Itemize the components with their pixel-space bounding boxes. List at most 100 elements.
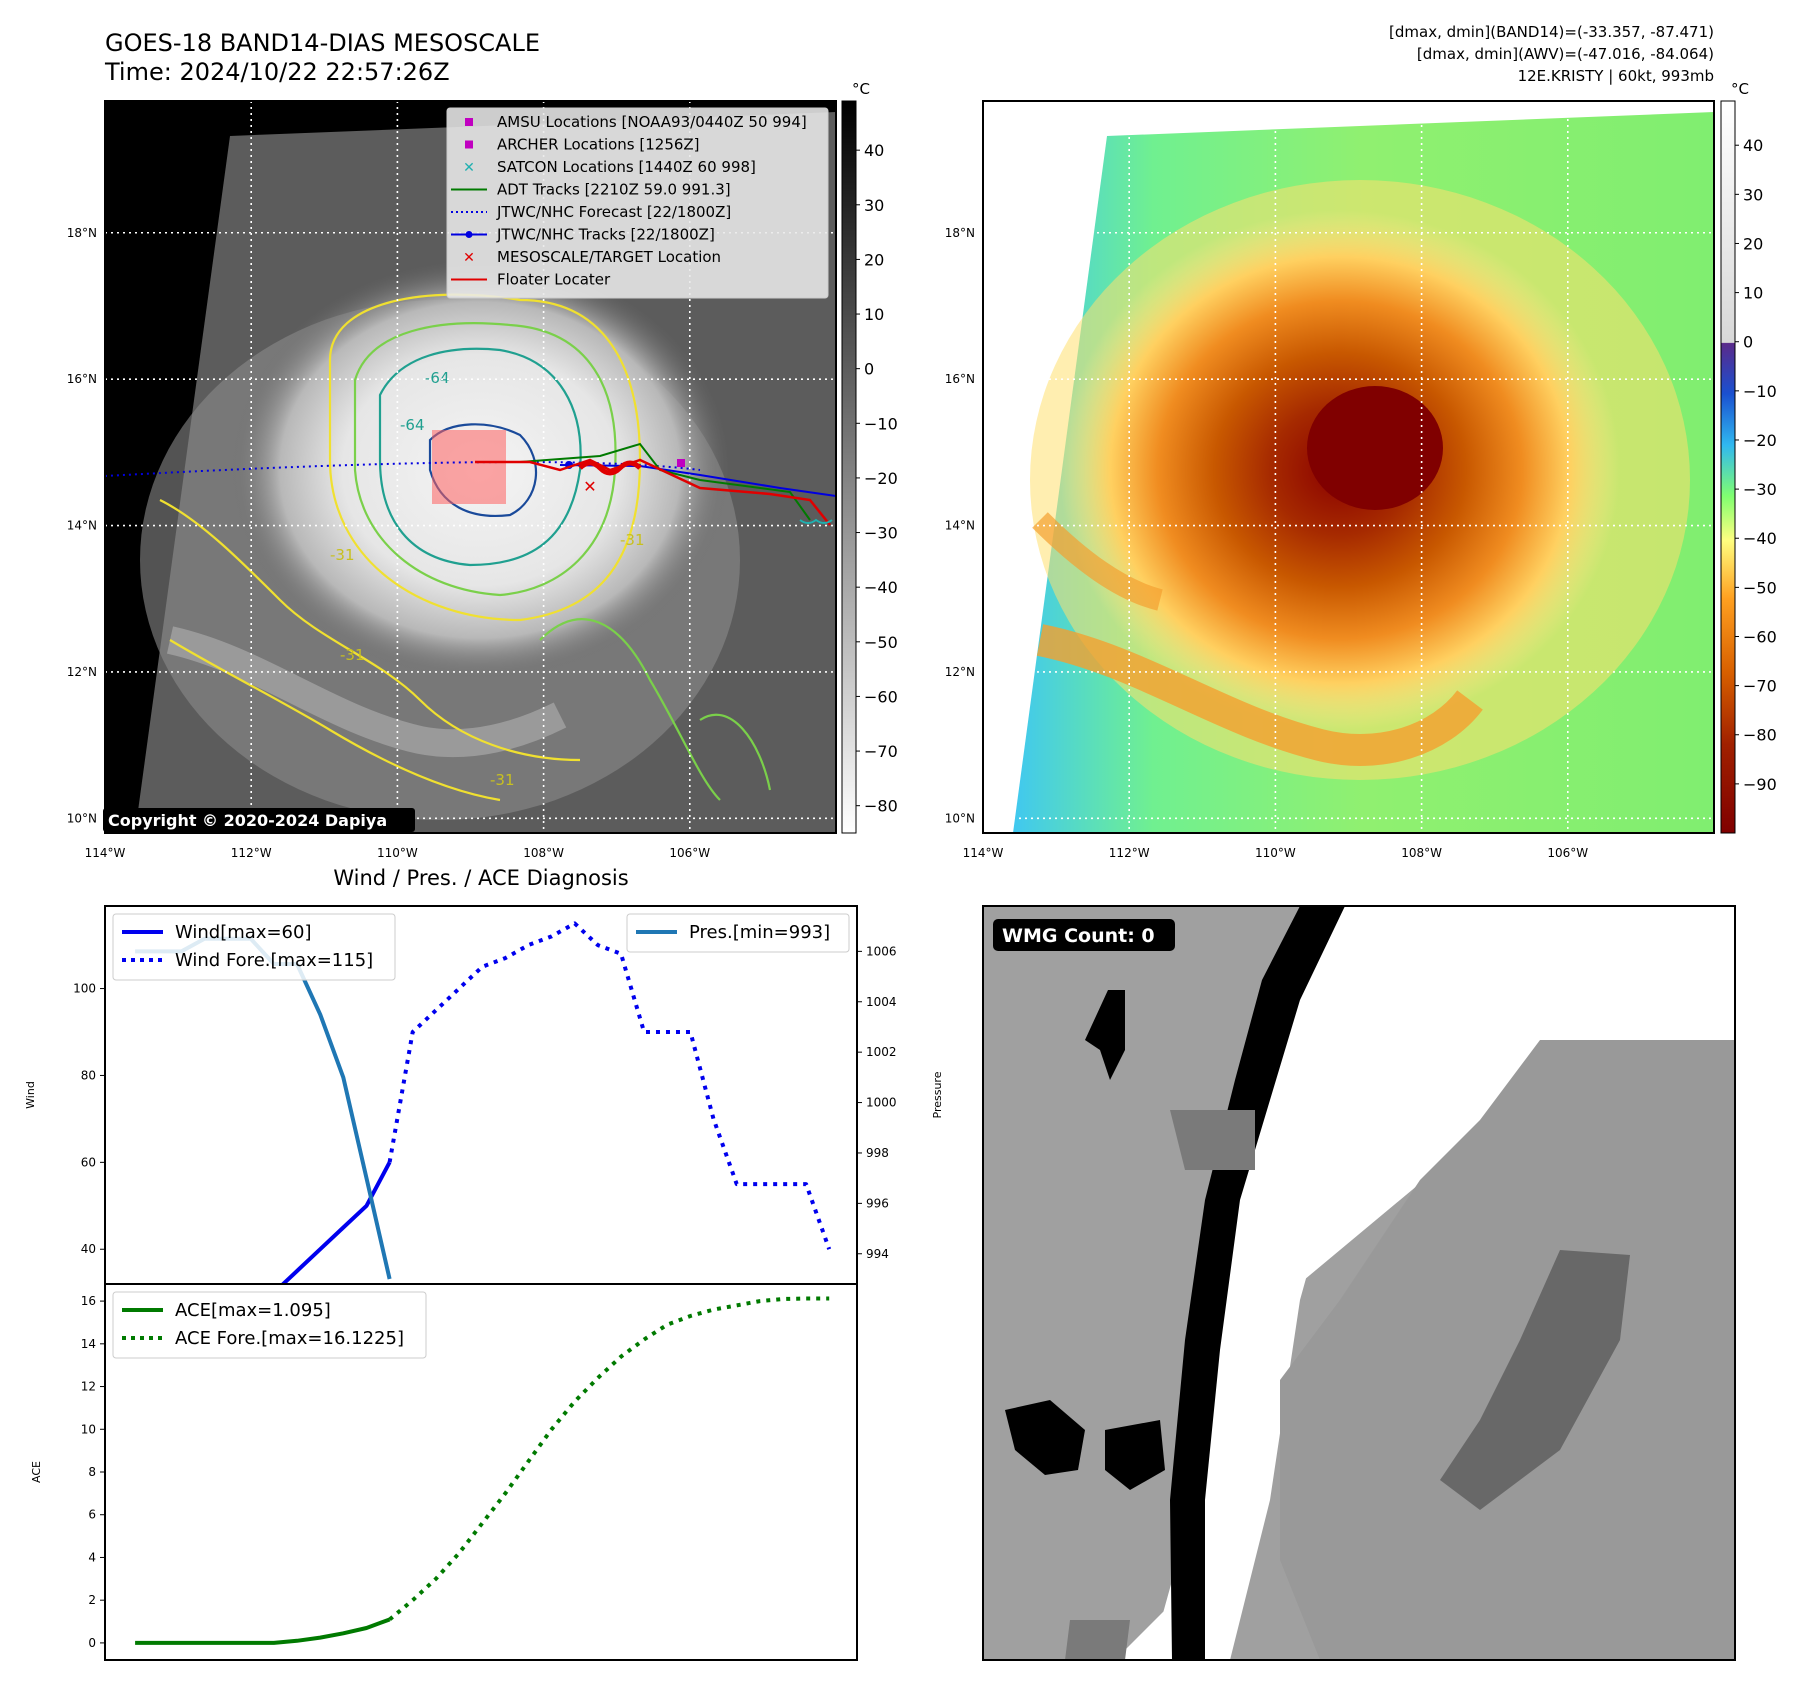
y-tick-label: 0 [88, 1636, 96, 1650]
colorbar-tick-label: −60 [1743, 627, 1777, 646]
pressure-legend-label: Pres.[min=993] [689, 922, 830, 943]
awv-eye-core [1307, 386, 1443, 510]
colorbar-tick-label: −50 [1743, 578, 1777, 597]
ir-contour-label: -31 [330, 546, 355, 564]
awv-rainband-west [1032, 512, 1163, 611]
y-tick-label: 996 [866, 1196, 889, 1210]
awv-colorbar-unit: °C [1731, 80, 1749, 98]
wmg-dark-streak [1440, 1250, 1630, 1510]
ace-panel: 0 2 4 6 8 10 12 14 16 ACE ACE[max=1.095] ACE For… [30, 1283, 858, 1661]
y-tick-label: 1002 [866, 1045, 897, 1059]
colorbar-tick-label: −10 [1743, 382, 1777, 401]
y-tick-label: 100 [73, 982, 96, 996]
y-tick-label: 998 [866, 1146, 889, 1160]
colorbar-tick-label: −80 [864, 797, 898, 816]
floater-track-cluster [578, 460, 642, 476]
wmg-count-label: WMG Count: 0 [1002, 925, 1155, 947]
map-lat-tick-label: 12°N [67, 665, 97, 679]
stats-line3: 12E.KRISTY | 60kt, 993mb [1518, 67, 1714, 85]
map-tick-labels: 114°W 112°W 110°W 108°W 106°W 18°N 16°N 14°N 12°… [67, 226, 1589, 860]
colorbar-tick-label: 0 [864, 360, 874, 379]
wmg-black-blob-north [1085, 990, 1125, 1080]
y-tick-label: 1000 [866, 1096, 897, 1110]
map-legend-label: ARCHER Locations [1256Z] [497, 136, 700, 154]
ir-contour-line [539, 618, 721, 801]
map-lon-tick-label: 114°W [85, 846, 126, 860]
wmg-black-blob-west [1005, 1400, 1085, 1475]
map-legend: AMSU Locations [NOAA93/0440Z 50 994] ARCH… [446, 107, 829, 299]
colorbar-tick-label: 30 [864, 196, 884, 215]
wind-legend-box [112, 913, 396, 981]
map-lon-tick-label: 110°W [1255, 846, 1296, 860]
map-legend-label: SATCON Locations [1440Z 60 998] [497, 158, 756, 176]
wmg-frame [982, 905, 1736, 1661]
y-tick-label: 6 [88, 1508, 96, 1522]
series-line-wind [387, 921, 832, 1250]
map-lat-tick-label: 16°N [945, 372, 975, 386]
map-legend-label: AMSU Locations [NOAA93/0440Z 50 994] [497, 113, 807, 131]
y-tick-label: 994 [866, 1247, 889, 1261]
wind-legend-label-1: Wind[max=60] [175, 922, 312, 943]
wind-legend-label-2: Wind Fore.[max=115] [175, 950, 373, 971]
colorbar-tick-label: −70 [1743, 677, 1777, 696]
ir-contour-line [378, 347, 582, 567]
map-lon-tick-label: 108°W [1401, 846, 1442, 860]
map-lat-tick-label: 14°N [67, 519, 97, 533]
wmg-gray-southwest [1065, 1620, 1130, 1660]
map-lon-tick-label: 108°W [523, 846, 564, 860]
wmg-count-badge [993, 919, 1175, 951]
wmg-gray-west [1170, 1110, 1255, 1170]
ir-contour-line [159, 499, 581, 762]
colorbar-tick-label: −20 [1743, 431, 1777, 450]
map-lat-tick-label: 16°N [67, 372, 97, 386]
y-tick-label: 80 [81, 1068, 96, 1082]
wmg-black-streak [1170, 906, 1345, 1660]
map-lon-tick-label: 106°W [1547, 846, 1588, 860]
y-tick-label: 8 [88, 1465, 96, 1479]
y-tick-label: 14 [81, 1337, 96, 1351]
colorbar-tick-label: −10 [864, 414, 898, 433]
colorbar-tick-label: −40 [1743, 529, 1777, 548]
map-legend-marker-dot [465, 231, 473, 238]
awv-gridlines [983, 101, 1714, 833]
series-line-ace [388, 1296, 830, 1622]
wmg-panel: WMG Count: 0 [982, 905, 1736, 1661]
stats-line1: [dmax, dmin](BAND14)=(-33.357, -87.471) [1389, 23, 1714, 41]
ace-legend: ACE[max=1.095] ACE Fore.[max=16.1225] [112, 1291, 427, 1359]
colorbar-tick-label: 30 [1743, 185, 1763, 204]
ir-colorbar: °C 40 30 20 10 0 −10 −20 −30 −40 −50 −60 −70 −80 [841, 80, 898, 834]
colorbar-tick-label: 40 [864, 141, 884, 160]
wind-pressure-panel: 40 60 80 100 994 996 998 1000 1002 1004 1006 Wind… [24, 905, 944, 1285]
jtwc-track [559, 464, 836, 497]
map-legend-marker: ✕ [463, 250, 475, 266]
map-legend-box [446, 107, 829, 299]
map-lon-tick-label: 112°W [1109, 846, 1150, 860]
ace-legend-label-1: ACE[max=1.095] [175, 1300, 331, 1321]
map-legend-label: Floater Locater [497, 271, 611, 289]
ir-contour-line [328, 293, 642, 622]
colorbar-tick-label: −60 [864, 687, 898, 706]
colorbar-tick-label: −80 [1743, 726, 1777, 745]
map-legend-marker [465, 118, 473, 126]
map-lat-tick-label: 18°N [67, 226, 97, 240]
map-legend-label: JTWC/NHC Tracks [22/1800Z] [496, 226, 715, 244]
satcon-track [799, 518, 833, 524]
awv-colorbar-bar [1720, 100, 1736, 834]
map-lat-tick-label: 14°N [945, 519, 975, 533]
map-legend-marker [465, 140, 473, 149]
awv-map-frame [982, 100, 1715, 834]
map-legend-label: MESOSCALE/TARGET Location [497, 248, 721, 266]
ir-colorbar-bar [841, 100, 857, 834]
ir-tracks: ✕ [105, 430, 836, 526]
map-lon-tick-label: 110°W [377, 846, 418, 860]
y-tick-label: 1006 [866, 944, 897, 958]
awv-rainband-south [1036, 624, 1483, 766]
y-tick-label: 12 [81, 1380, 96, 1394]
ir-contour-line [169, 639, 501, 802]
map-lat-tick-label: 10°N [945, 811, 975, 825]
copyright-text: Copyright © 2020-2024 Dapiya [108, 811, 387, 830]
series-line-ace [135, 1617, 391, 1645]
map-lon-tick-label: 114°W [963, 846, 1004, 860]
awv-map-panel [982, 100, 1715, 834]
ir-contour-label: -31 [620, 531, 645, 549]
